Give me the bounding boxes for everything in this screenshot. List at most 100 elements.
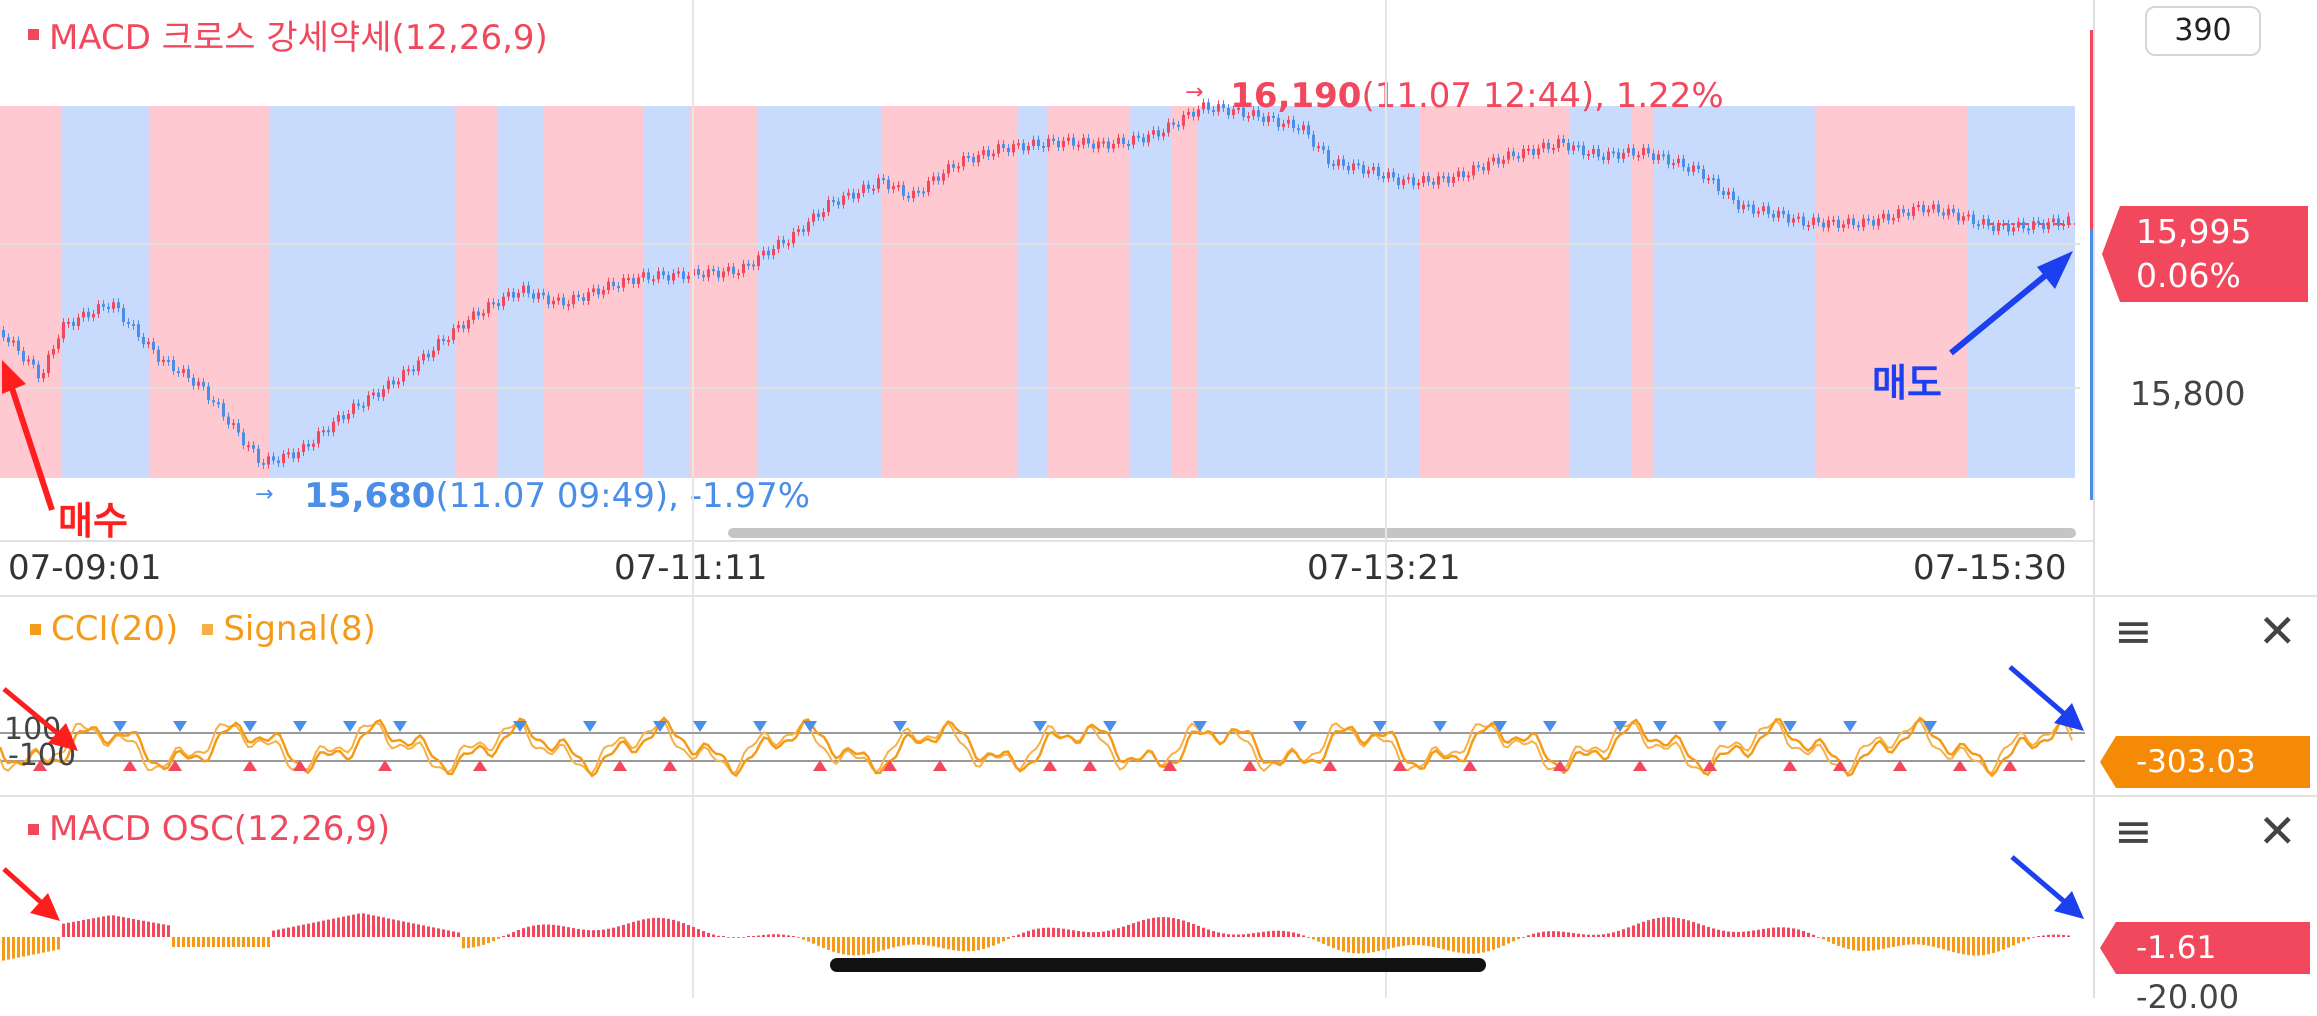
- current-price: 15,995: [2136, 212, 2252, 251]
- osc-menu-icon[interactable]: ≡: [2114, 804, 2153, 858]
- osc-bar: [762, 934, 765, 937]
- candle: [1267, 115, 1270, 122]
- candle: [1712, 178, 1715, 181]
- osc-bar: [337, 917, 340, 937]
- osc-bar: [392, 919, 395, 937]
- candle: [477, 311, 480, 316]
- macd-osc-chart-canvas[interactable]: [0, 797, 2095, 998]
- osc-bar: [92, 918, 95, 937]
- cci-up-marker: [1163, 760, 1177, 771]
- candle: [1117, 137, 1120, 144]
- candle: [1687, 167, 1690, 172]
- osc-bar: [797, 937, 800, 938]
- candle: [47, 354, 50, 374]
- candle: [1762, 206, 1765, 212]
- candle: [172, 359, 175, 372]
- x-axis-label: 07-09:01: [8, 548, 162, 588]
- candle: [897, 185, 900, 188]
- cci-up-marker: [613, 760, 627, 771]
- cci-panel[interactable]: CCI(20) Signal(8) 100 -100: [0, 597, 2095, 795]
- candle: [727, 266, 730, 272]
- candle: [977, 154, 980, 163]
- candle: [1542, 142, 1545, 149]
- osc-bar: [1827, 937, 1830, 942]
- candle: [1222, 104, 1225, 109]
- osc-bar: [502, 936, 505, 937]
- osc-bar: [1767, 928, 1770, 937]
- candle: [232, 423, 235, 426]
- osc-bar: [877, 937, 880, 952]
- osc-bar: [1532, 933, 1535, 937]
- candle: [1322, 146, 1325, 150]
- osc-bar: [307, 923, 310, 937]
- cci-close-icon[interactable]: ✕: [2258, 604, 2297, 658]
- osc-bar: [677, 921, 680, 937]
- candle: [497, 303, 500, 307]
- osc-bar: [1867, 937, 1870, 951]
- osc-bar: [1892, 937, 1895, 947]
- candle: [117, 302, 120, 309]
- candle: [487, 302, 490, 314]
- candle: [1772, 213, 1775, 218]
- osc-bar: [1722, 930, 1725, 937]
- candle: [2042, 223, 2045, 230]
- price-chart-panel[interactable]: MACD 크로스 강세약세(12,26,9) → 16,190(11.07 12…: [0, 0, 2095, 543]
- osc-bar: [752, 936, 755, 937]
- macd-osc-panel[interactable]: MACD OSC(12,26,9): [0, 797, 2095, 998]
- osc-bar: [1612, 932, 1615, 937]
- trend-zone: [150, 106, 270, 478]
- osc-bar: [952, 937, 955, 951]
- candle: [1697, 165, 1700, 170]
- osc-bar: [992, 937, 995, 946]
- candle: [1527, 148, 1530, 151]
- cci-down-marker: [1033, 721, 1047, 732]
- cci-chart-canvas[interactable]: [0, 597, 2095, 795]
- candle: [212, 400, 215, 403]
- candle: [1522, 148, 1525, 159]
- cci-up-marker: [1043, 760, 1057, 771]
- osc-bar: [372, 915, 375, 937]
- cci-down-marker: [1713, 721, 1727, 732]
- candle: [962, 155, 965, 167]
- cci-down-marker: [1783, 721, 1797, 732]
- osc-bar: [707, 932, 710, 937]
- candle: [1842, 224, 1845, 228]
- candle: [1547, 142, 1550, 150]
- osc-bar: [492, 937, 495, 942]
- cci-down-marker: [113, 721, 127, 732]
- candle: [547, 295, 550, 305]
- osc-bar: [852, 937, 855, 956]
- candle: [1197, 109, 1200, 117]
- osc-bar: [312, 922, 315, 937]
- axis-top-box[interactable]: 390: [2145, 6, 2261, 56]
- cci-menu-icon[interactable]: ≡: [2114, 604, 2153, 658]
- candle: [587, 292, 590, 301]
- candle: [1492, 157, 1495, 162]
- candle: [1057, 140, 1060, 148]
- low-price-label: → 15,680(11.07 09:49), -1.97%: [255, 476, 810, 516]
- candle: [852, 192, 855, 199]
- osc-bar: [477, 937, 480, 947]
- osc-bar: [977, 937, 980, 951]
- candle: [342, 415, 345, 420]
- candle: [237, 423, 240, 433]
- osc-bar: [1017, 934, 1020, 937]
- candle: [1857, 225, 1860, 228]
- osc-bar: [1227, 934, 1230, 937]
- candle: [1297, 128, 1300, 131]
- chart-scrollbar[interactable]: [728, 528, 2076, 538]
- price-chart-canvas[interactable]: [0, 0, 2095, 540]
- osc-bar: [867, 937, 870, 954]
- osc-bar: [287, 927, 290, 937]
- osc-close-icon[interactable]: ✕: [2258, 804, 2297, 858]
- candle: [1962, 216, 1965, 221]
- osc-bar: [942, 937, 945, 949]
- candle: [1487, 161, 1490, 171]
- osc-bar: [1087, 932, 1090, 937]
- osc-bar: [377, 916, 380, 937]
- osc-bar: [1432, 937, 1435, 948]
- candle: [457, 325, 460, 329]
- candle: [377, 392, 380, 398]
- candle: [757, 255, 760, 267]
- osc-bar: [317, 921, 320, 937]
